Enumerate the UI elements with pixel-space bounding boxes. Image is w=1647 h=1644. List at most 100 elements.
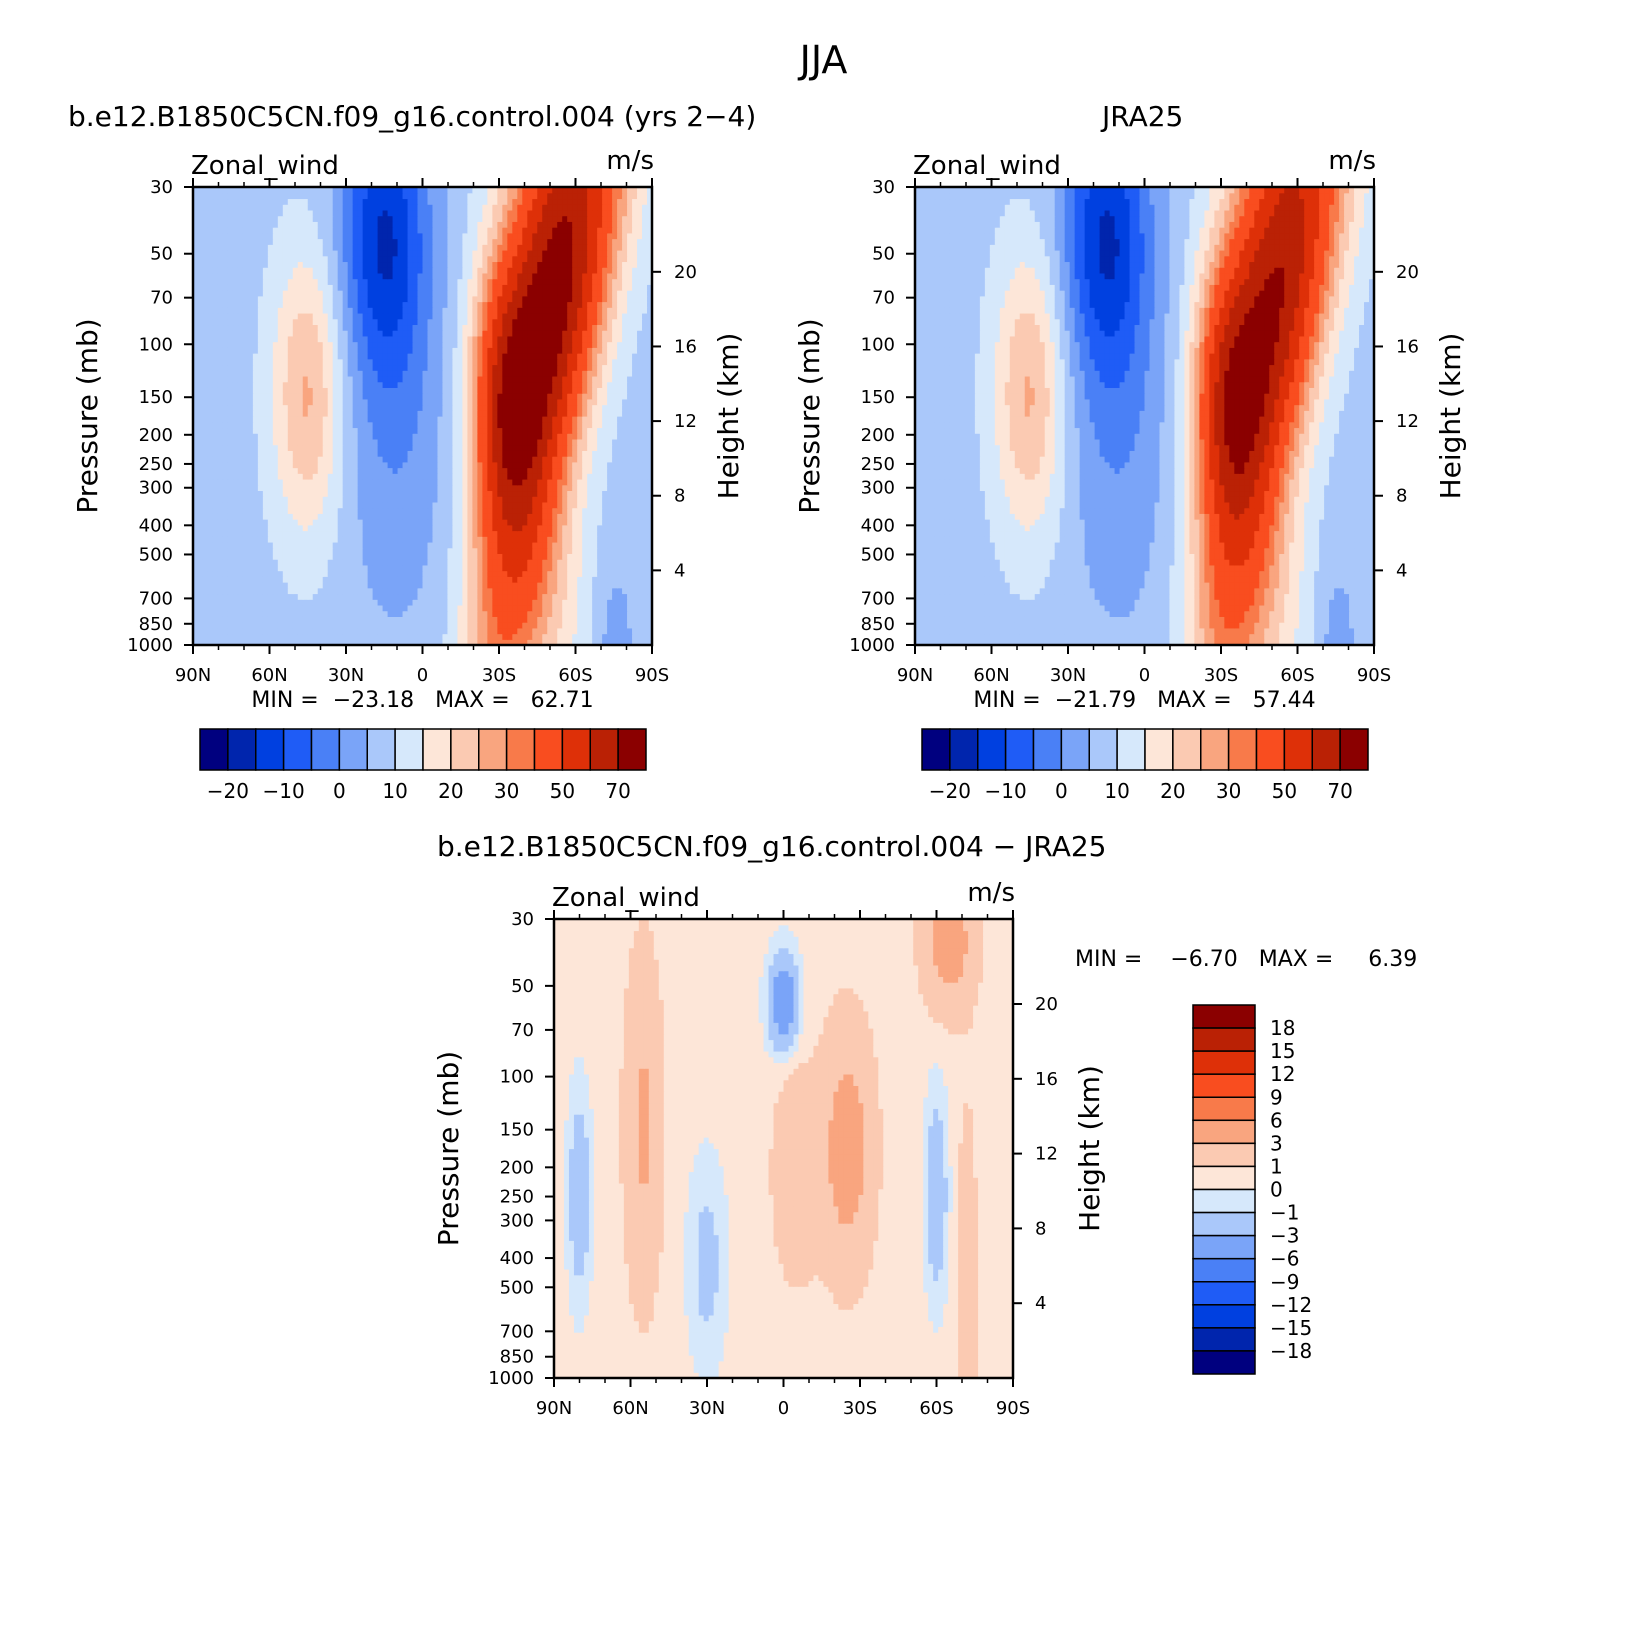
contour-cell [482, 627, 488, 635]
contour-cell [397, 633, 404, 640]
contour-cell [527, 622, 533, 629]
contour-cell [292, 622, 299, 629]
contour-cell [272, 622, 279, 629]
contour-cell [382, 639, 389, 646]
contour-cell [392, 622, 399, 629]
contour-cell [452, 639, 459, 646]
contour-cell [357, 633, 364, 640]
contour-cell [362, 627, 369, 635]
contour-cell [267, 622, 274, 629]
contour-cell [327, 639, 334, 646]
contour-cell [307, 633, 314, 640]
contour-cell [237, 633, 244, 640]
contour-cell [297, 622, 304, 629]
contour-cell [462, 639, 468, 646]
contour-cell [282, 633, 289, 640]
contour-cell [517, 622, 523, 629]
contour-cell [492, 639, 498, 646]
contour-cell [522, 639, 528, 646]
contour-cell [612, 633, 618, 640]
contour-cell [542, 622, 548, 629]
contour-cell [492, 627, 498, 635]
contour-cell [452, 622, 459, 629]
contour-cell [397, 622, 404, 629]
contour-cell [382, 633, 389, 640]
contour-cell [367, 622, 374, 629]
contour-cell [527, 633, 533, 640]
contour-cell [607, 633, 613, 640]
contour-cell [347, 633, 354, 640]
contour-cell [272, 639, 279, 646]
contour-cell [352, 622, 359, 629]
contour-cell [497, 633, 503, 640]
contour-cell [462, 633, 468, 640]
contour-cell [517, 639, 523, 646]
contour-cell [587, 639, 593, 646]
contour-cell [282, 627, 289, 635]
contour-cell [562, 639, 568, 646]
contour-cell [612, 627, 618, 635]
contour-cell [297, 639, 304, 646]
contour-cell [352, 633, 359, 640]
contour-cell [552, 627, 558, 635]
contour-cell [532, 639, 538, 646]
contour-cell [193, 622, 199, 629]
contour-cell [542, 633, 548, 640]
contour-cell [597, 639, 603, 646]
contour-cell [502, 627, 508, 635]
contour-cell [582, 627, 588, 635]
contour-cell [407, 627, 414, 635]
contour-cell [617, 633, 623, 640]
contour-cell [222, 633, 229, 640]
contour-cell [267, 627, 274, 635]
contour-cell [397, 639, 404, 646]
contour-cell [247, 622, 254, 629]
contour-cell [257, 633, 264, 640]
contour-cell [612, 639, 618, 646]
contour-cell [392, 627, 399, 635]
contour-cell [647, 633, 653, 640]
contour-cell [282, 622, 289, 629]
contour-cell [277, 622, 284, 629]
contour-cell [362, 622, 369, 629]
contour-cell [402, 639, 409, 646]
contour-cell [427, 639, 434, 646]
contour-cell [297, 633, 304, 640]
contour-cell [447, 639, 454, 646]
contour-cell [602, 633, 608, 640]
contour-cell [317, 622, 324, 629]
contour-cell [237, 622, 244, 629]
contour-cell [292, 633, 299, 640]
contour-cell [542, 627, 548, 635]
contour-cell [337, 622, 344, 629]
contour-cell [377, 627, 384, 635]
contour-cell [267, 639, 274, 646]
contour-cell [312, 633, 319, 640]
contour-cell [492, 633, 498, 640]
contour-cell [437, 622, 444, 629]
contour-cell [372, 627, 379, 635]
contour-cell [377, 622, 384, 629]
contour-cell [557, 639, 563, 646]
contour-cell [312, 639, 319, 646]
contour-cell [607, 627, 613, 635]
contour-cell [317, 633, 324, 640]
contour-cell [497, 627, 503, 635]
contour-cell [592, 639, 598, 646]
contour-cell [257, 627, 264, 635]
contour-cell [522, 633, 528, 640]
contour-cell [507, 627, 513, 635]
contour-cell [237, 627, 244, 635]
contour-cell [497, 622, 503, 629]
contour-cell [622, 633, 628, 640]
contour-cell [307, 627, 314, 635]
contour-cell [472, 633, 478, 640]
contour-cell [342, 627, 349, 635]
contour-cell [257, 639, 264, 646]
contour-cell [427, 633, 434, 640]
contour-cell [207, 627, 214, 635]
contour-cell [422, 633, 429, 640]
contour-cell [472, 622, 478, 629]
contour-cell [522, 622, 528, 629]
